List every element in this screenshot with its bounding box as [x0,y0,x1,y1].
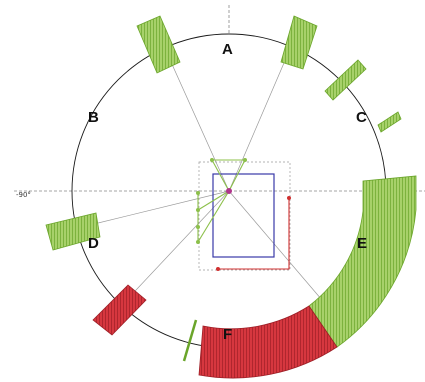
red-handle-top[interactable] [287,196,291,200]
green-panels [45,15,402,251]
zone-label-f: F [223,326,232,343]
green-bar [182,319,198,362]
panel-red-left [92,284,147,336]
red-handle-bottom[interactable] [216,267,220,271]
angle-label: -90° [16,191,31,199]
panel-left [45,212,101,251]
panel-right-lower [377,111,402,133]
red-outline [218,198,290,270]
center-point[interactable] [226,188,232,194]
panel-top-right [280,15,318,70]
zone-label-d: D [88,235,99,252]
connector-lines [93,41,323,306]
panel-top-left [136,15,181,74]
zone-label-c: C [356,109,367,126]
green-handles [197,159,246,243]
green-handle-dots[interactable] [196,158,247,244]
zone-label-a: A [222,41,233,58]
arc-green [308,175,417,348]
zone-label-b: B [88,109,99,126]
zone-label-e: E [357,235,367,252]
panel-right-upper [324,59,367,101]
blue-rectangle [212,173,275,258]
arc-red [198,305,338,379]
